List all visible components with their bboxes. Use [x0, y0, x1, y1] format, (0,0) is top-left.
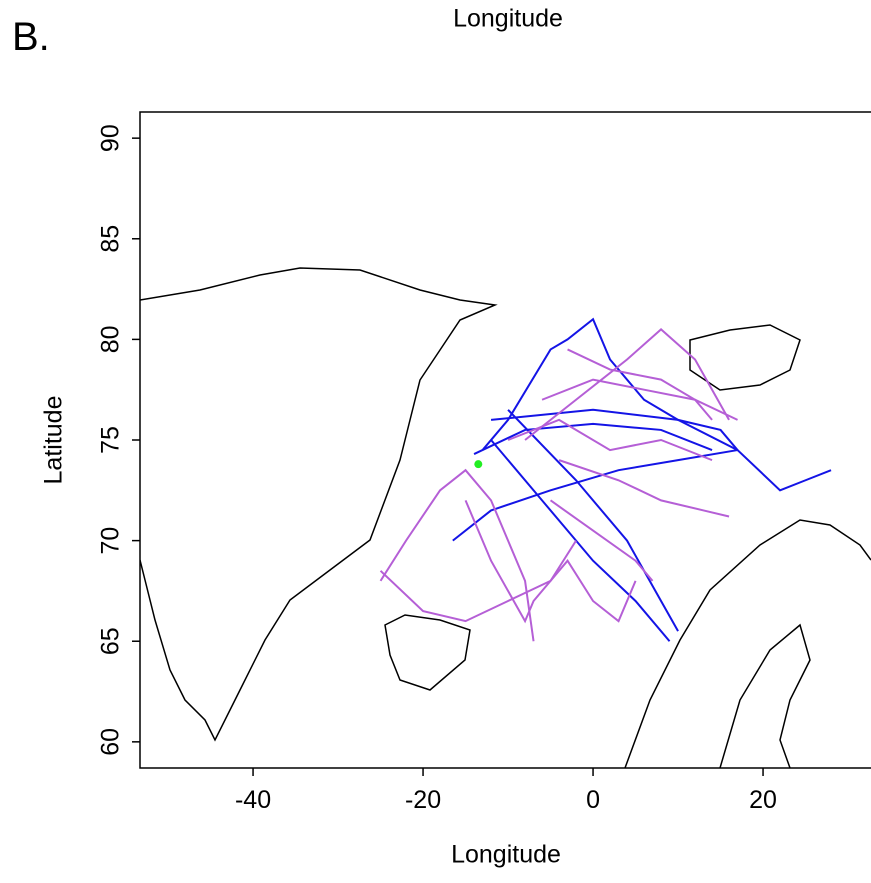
track: [473, 422, 713, 455]
track: [507, 409, 679, 632]
track: [541, 378, 738, 421]
y-tick-label: 70: [97, 527, 125, 555]
x-tick-label: -40: [235, 786, 271, 814]
greenland-coast: [140, 267, 498, 742]
y-tick-label: 90: [97, 124, 125, 152]
coastlines: [140, 267, 871, 768]
x-tick-label: 0: [586, 786, 600, 814]
track: [379, 468, 535, 642]
track: [490, 439, 671, 642]
chart-title: Longitude: [453, 5, 563, 33]
y-tick-label: 60: [97, 728, 125, 756]
x-tick-label: 20: [749, 786, 777, 814]
track: [490, 408, 832, 492]
track: [464, 499, 637, 624]
track: [558, 459, 730, 518]
x-tick-label: -20: [405, 786, 441, 814]
point: [474, 460, 483, 469]
track: [549, 499, 654, 582]
y-tick-label: 85: [97, 225, 125, 253]
y-tick-label: 65: [97, 627, 125, 655]
track: [452, 449, 738, 542]
y-axis-label: Latitude: [40, 396, 68, 485]
track: [524, 327, 730, 441]
track: [481, 317, 739, 451]
x-axis-label: Longitude: [451, 841, 561, 869]
iceland-coast: [384, 614, 471, 691]
baltic-coast: [719, 623, 811, 768]
y-tick-label: 75: [97, 426, 125, 454]
track: [567, 348, 713, 421]
track: [379, 540, 577, 623]
tracks: [379, 317, 832, 642]
panel-label: B.: [12, 15, 50, 59]
scandinavia-coast: [624, 519, 871, 768]
y-tick-label: 80: [97, 325, 125, 353]
svalbard-coast: [689, 324, 801, 391]
track: [507, 418, 713, 462]
